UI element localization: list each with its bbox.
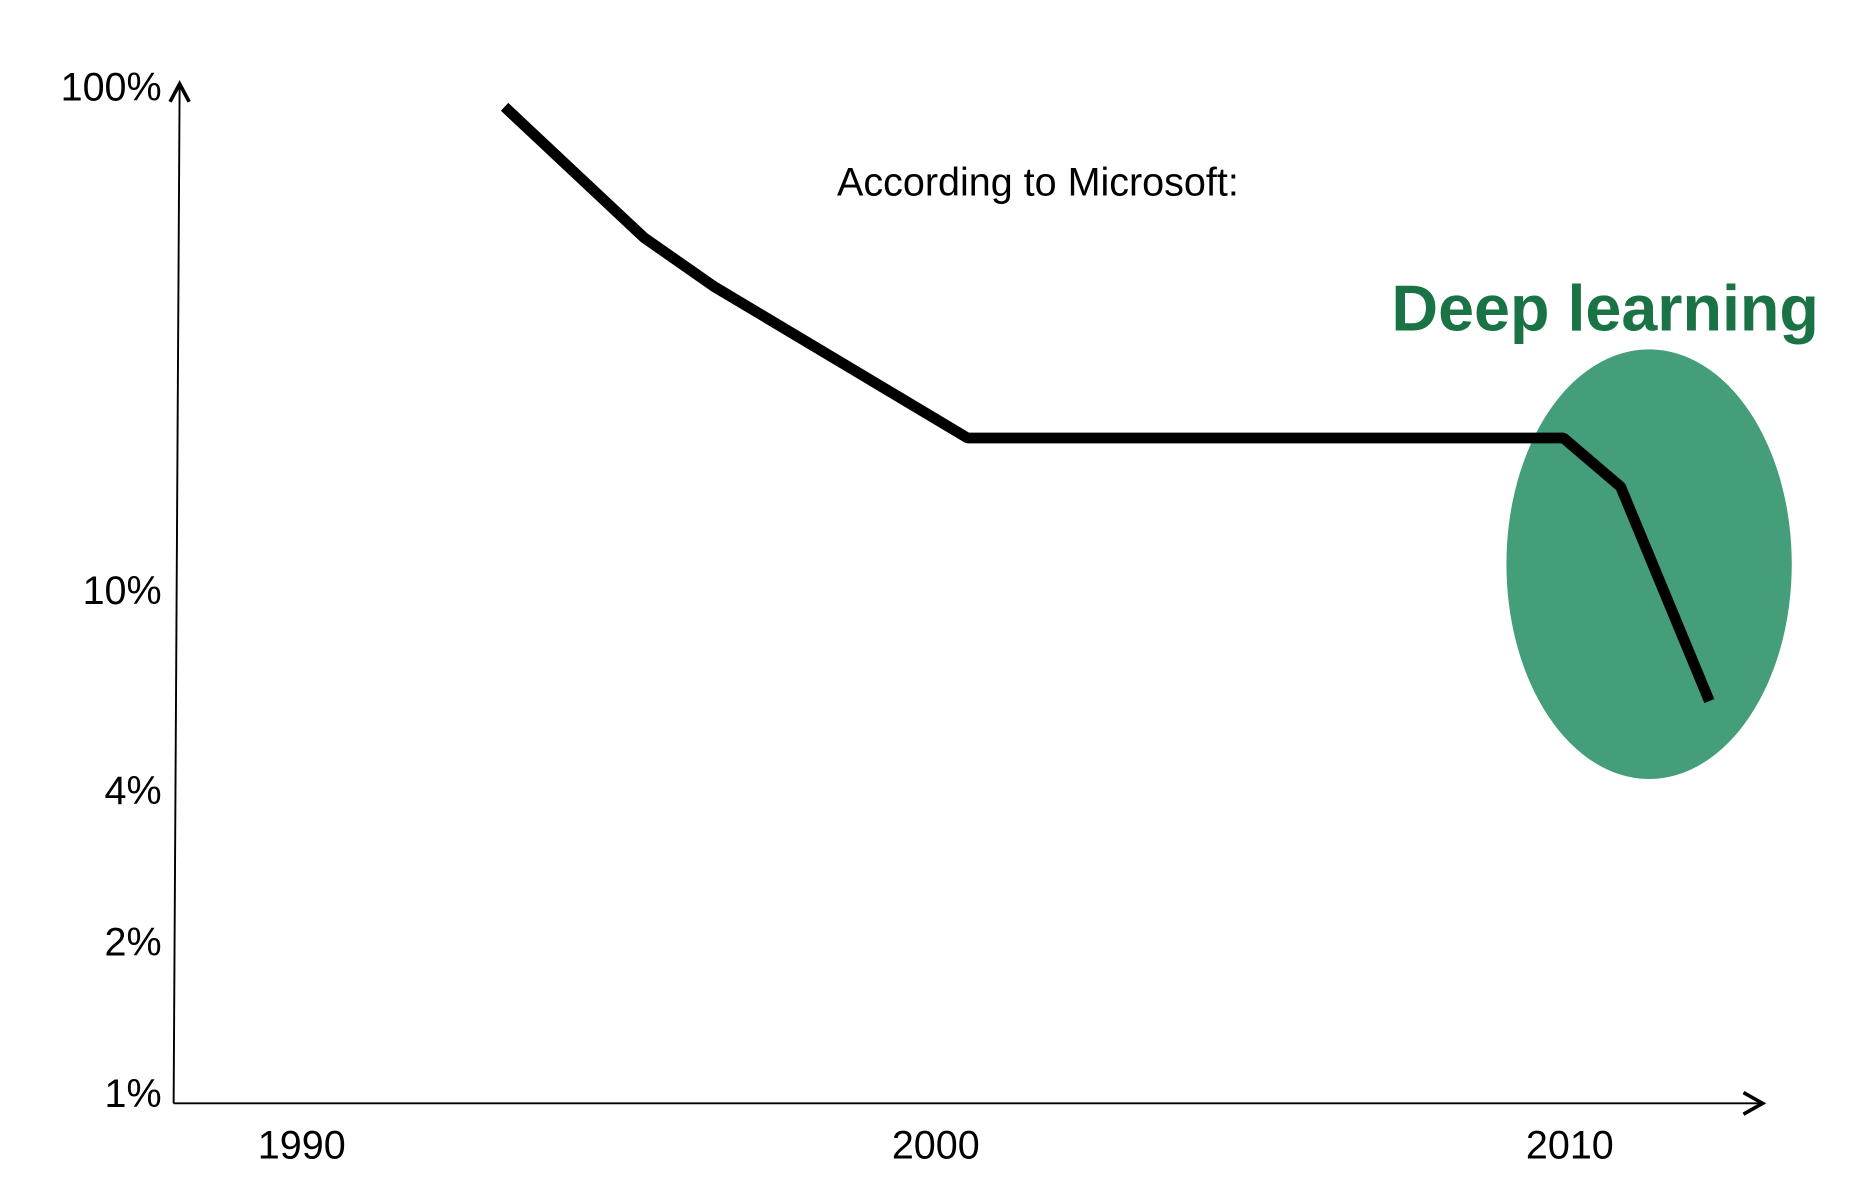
x-tick-label: 2000 [892, 1123, 980, 1167]
y-axis-line [172, 86, 181, 1104]
source-note: According to Microsoft: [837, 160, 1239, 204]
series-layer [500, 102, 1715, 704]
y-tick-label: 4% [105, 769, 162, 813]
x-tick-labels: 1990 2000 2010 [258, 1123, 1614, 1167]
x-axis-arrow-icon [1742, 1091, 1767, 1116]
y-tick-label: 10% [83, 569, 162, 613]
axes [168, 80, 1767, 1116]
y-tick-label: 100% [61, 66, 162, 110]
y-tick-labels: 1% 2% 4% 10% 100% [61, 66, 162, 1116]
y-tick-label: 1% [105, 1072, 162, 1116]
deep-learning-label: Deep learning [1391, 272, 1818, 345]
x-tick-label: 1990 [258, 1123, 346, 1167]
y-axis-arrow-icon [168, 80, 191, 103]
y-tick-label: 2% [105, 920, 162, 964]
x-tick-label: 2010 [1526, 1123, 1614, 1167]
